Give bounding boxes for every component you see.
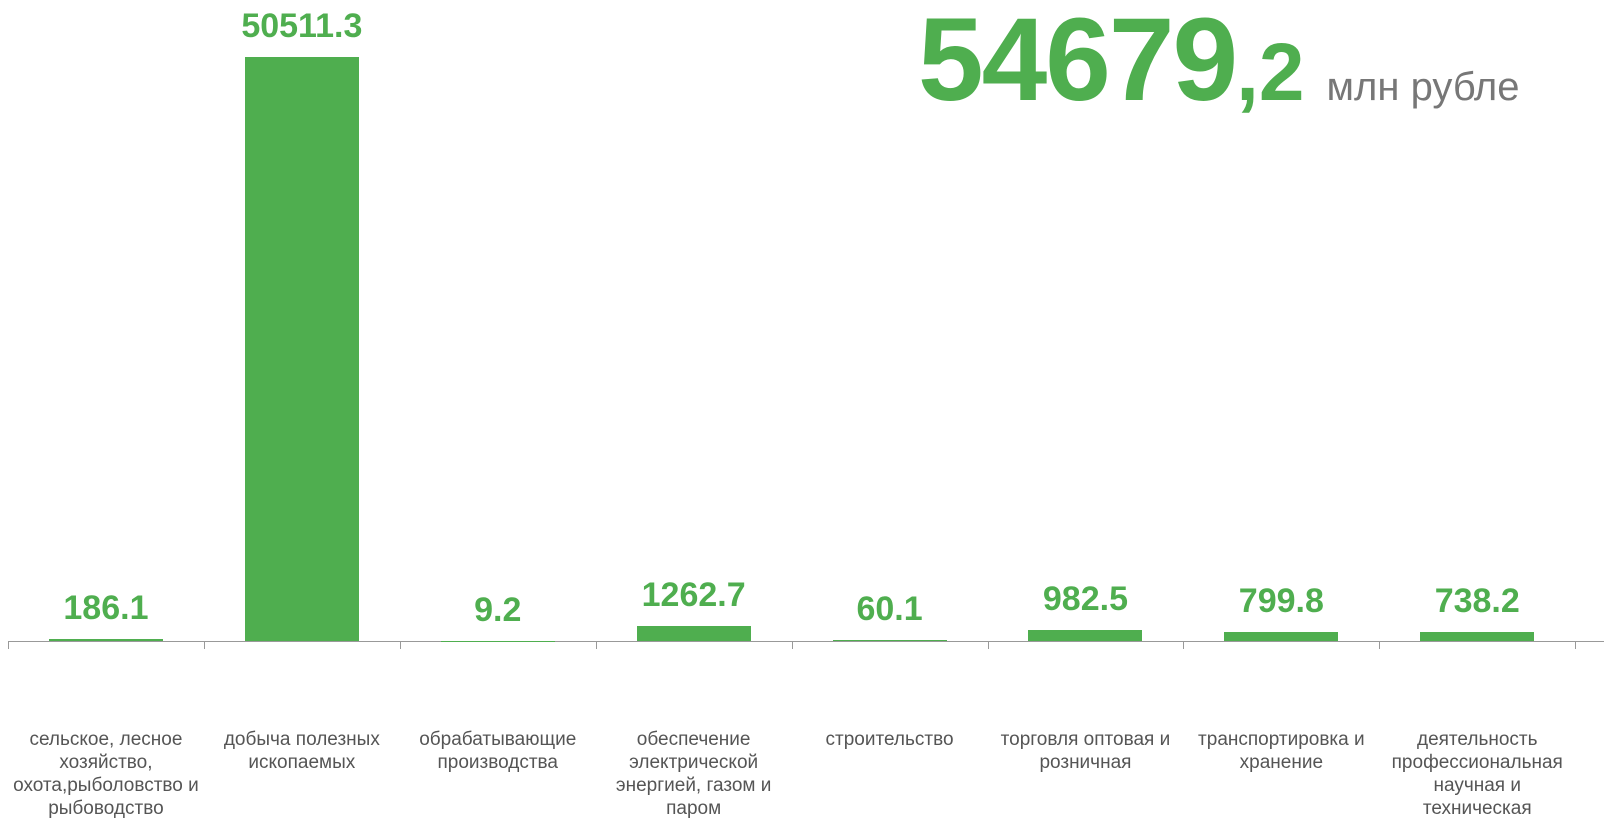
bar <box>1028 629 1143 641</box>
category-label: деятельность профессиональная научная и … <box>1391 729 1563 819</box>
x-axis <box>8 641 1604 642</box>
tick <box>595 641 597 649</box>
category-label: обрабатывающие производства <box>419 729 577 773</box>
bar <box>48 638 163 641</box>
total-fraction: ,2 <box>1236 27 1305 118</box>
category-label: транспортировка и хранение <box>1198 729 1365 773</box>
bar <box>1224 631 1339 641</box>
total-integer: 54679 <box>918 0 1238 126</box>
value-label: 982.5 <box>1042 579 1128 618</box>
tick <box>791 641 793 649</box>
category-label: добыча полезных ископаемых <box>223 729 380 773</box>
category-label: строительство <box>825 729 954 750</box>
total: 54679 ,2 млн рубле <box>918 0 1520 128</box>
tick <box>1183 641 1185 649</box>
category-label: торговля оптовая и розничная <box>1000 729 1171 773</box>
tick <box>1575 641 1577 649</box>
value-label: 60.1 <box>856 590 923 629</box>
value-label: 738.2 <box>1434 582 1520 621</box>
value-label: 9.2 <box>474 590 522 629</box>
tick <box>8 641 9 649</box>
tick <box>399 641 401 649</box>
bar <box>244 57 359 641</box>
unit: млн рубле <box>1326 65 1520 109</box>
tick <box>1379 641 1381 649</box>
category-label: обеспечение электрической энергией, газо… <box>615 729 772 819</box>
value-label: 799.8 <box>1238 581 1324 620</box>
value-label: 50511.3 <box>241 7 363 45</box>
bar <box>636 626 751 641</box>
tick <box>203 641 205 649</box>
value-label: 1262.7 <box>641 576 746 615</box>
bar <box>832 640 947 641</box>
value-label: 186.1 <box>63 588 149 627</box>
bar <box>1420 632 1535 641</box>
category-label: сельское, лесное хозяйство, охота,рыболо… <box>13 729 199 819</box>
tick <box>987 641 989 649</box>
